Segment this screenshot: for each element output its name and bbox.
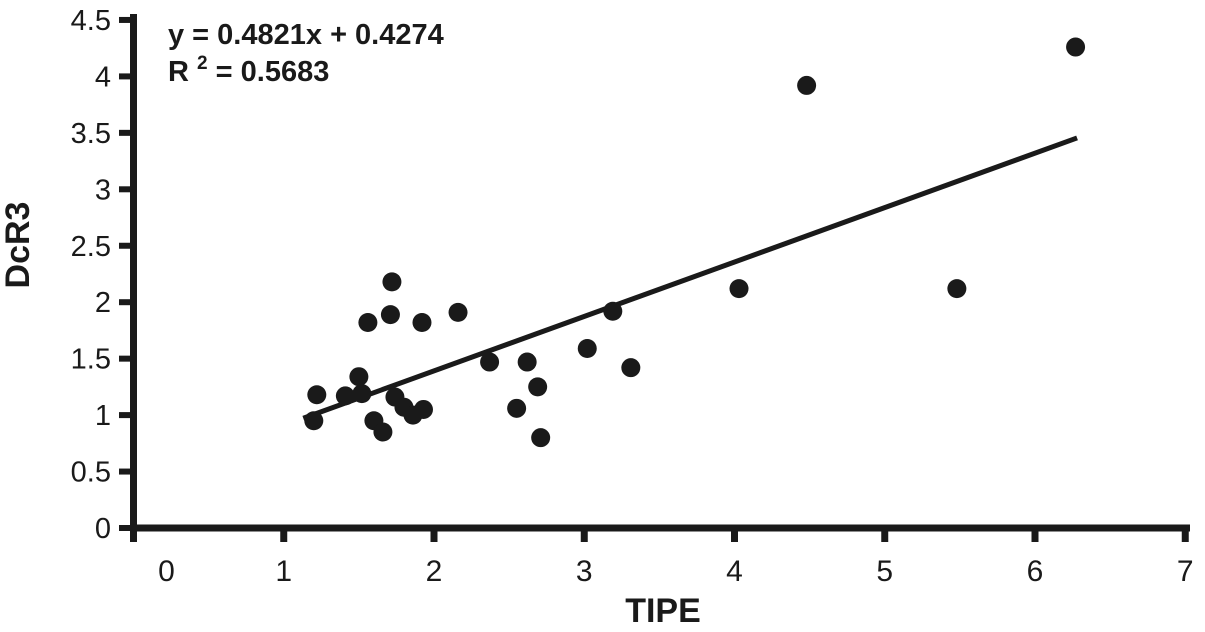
r-squared-prefix: R	[168, 56, 189, 88]
data-point	[603, 301, 623, 321]
x-tick-mark	[130, 527, 137, 542]
data-point	[358, 313, 378, 333]
x-tick-mark	[1181, 527, 1189, 542]
trendline-equation: y = 0.4821x + 0.4274	[168, 19, 444, 51]
y-tick-mark	[119, 242, 134, 249]
data-point	[797, 75, 817, 95]
y-axis-ticks: 0 0.5 1 1.5 2 2.5 3 3.5 4 4.5	[71, 5, 134, 545]
data-point	[382, 272, 402, 292]
x-tick-label: 7	[1177, 555, 1194, 588]
data-points	[304, 37, 1086, 448]
y-tick-label: 0.5	[71, 457, 111, 489]
x-axis-ticks: 0 1 2 3 4 5 6 7	[130, 527, 1194, 588]
data-point	[304, 411, 324, 431]
data-point	[621, 358, 641, 378]
y-tick-label: 2	[95, 287, 111, 319]
x-axis-line	[130, 524, 1190, 532]
data-point	[380, 305, 400, 325]
y-axis-line	[130, 14, 137, 532]
trendline	[302, 135, 1078, 421]
x-tick-label: 5	[876, 555, 893, 588]
data-point	[528, 377, 548, 397]
x-tick-mark	[881, 527, 889, 542]
x-tick-mark	[430, 527, 438, 542]
x-tick-label: 6	[1027, 555, 1044, 588]
x-tick-mark	[731, 527, 738, 542]
y-tick-mark	[119, 129, 134, 136]
x-axis-title: TIPE	[625, 592, 701, 630]
data-point	[307, 385, 327, 405]
data-point	[373, 422, 393, 442]
data-point	[947, 279, 967, 299]
data-point	[413, 399, 433, 419]
y-tick-mark	[119, 525, 134, 531]
x-tick-label: 4	[726, 555, 743, 588]
data-point	[729, 279, 749, 299]
data-point	[412, 313, 432, 333]
y-tick-label: 0	[95, 513, 111, 545]
y-axis-title: DcR3	[0, 202, 37, 289]
y-tick-mark	[119, 186, 134, 193]
data-point	[577, 338, 597, 358]
r-squared-value: = 0.5683	[216, 56, 330, 88]
r-squared-label: R 2 = 0.5683	[168, 44, 329, 88]
data-point	[349, 367, 369, 387]
y-tick-label: 4.5	[71, 5, 111, 37]
x-tick-label: 2	[426, 555, 443, 588]
data-point	[352, 384, 372, 404]
x-tick-label: 3	[576, 555, 593, 588]
x-tick-mark	[580, 527, 588, 542]
data-point	[531, 428, 551, 448]
y-tick-label: 4	[95, 61, 111, 93]
y-tick-mark	[119, 73, 134, 80]
data-point	[480, 352, 500, 372]
data-point	[335, 386, 355, 406]
y-tick-label: 1	[95, 400, 111, 432]
y-tick-mark	[119, 412, 134, 419]
x-tick-label: 1	[275, 555, 292, 588]
y-tick-label: 3	[95, 174, 111, 206]
y-tick-mark	[119, 299, 134, 306]
data-point	[517, 352, 537, 372]
trendline-group	[302, 135, 1078, 421]
x-tick-mark	[1031, 527, 1039, 542]
y-tick-label: 3.5	[71, 118, 111, 150]
y-tick-mark	[119, 468, 134, 475]
data-point	[448, 302, 468, 322]
data-point	[1066, 37, 1086, 57]
data-point	[507, 398, 527, 418]
y-tick-mark	[119, 16, 134, 23]
y-tick-label: 1.5	[71, 344, 111, 376]
x-tick-label: 0	[158, 555, 175, 588]
y-tick-label: 2.5	[71, 231, 111, 263]
y-tick-mark	[119, 355, 134, 362]
r-squared-superscript: 2	[197, 53, 208, 74]
x-tick-mark	[280, 527, 288, 542]
